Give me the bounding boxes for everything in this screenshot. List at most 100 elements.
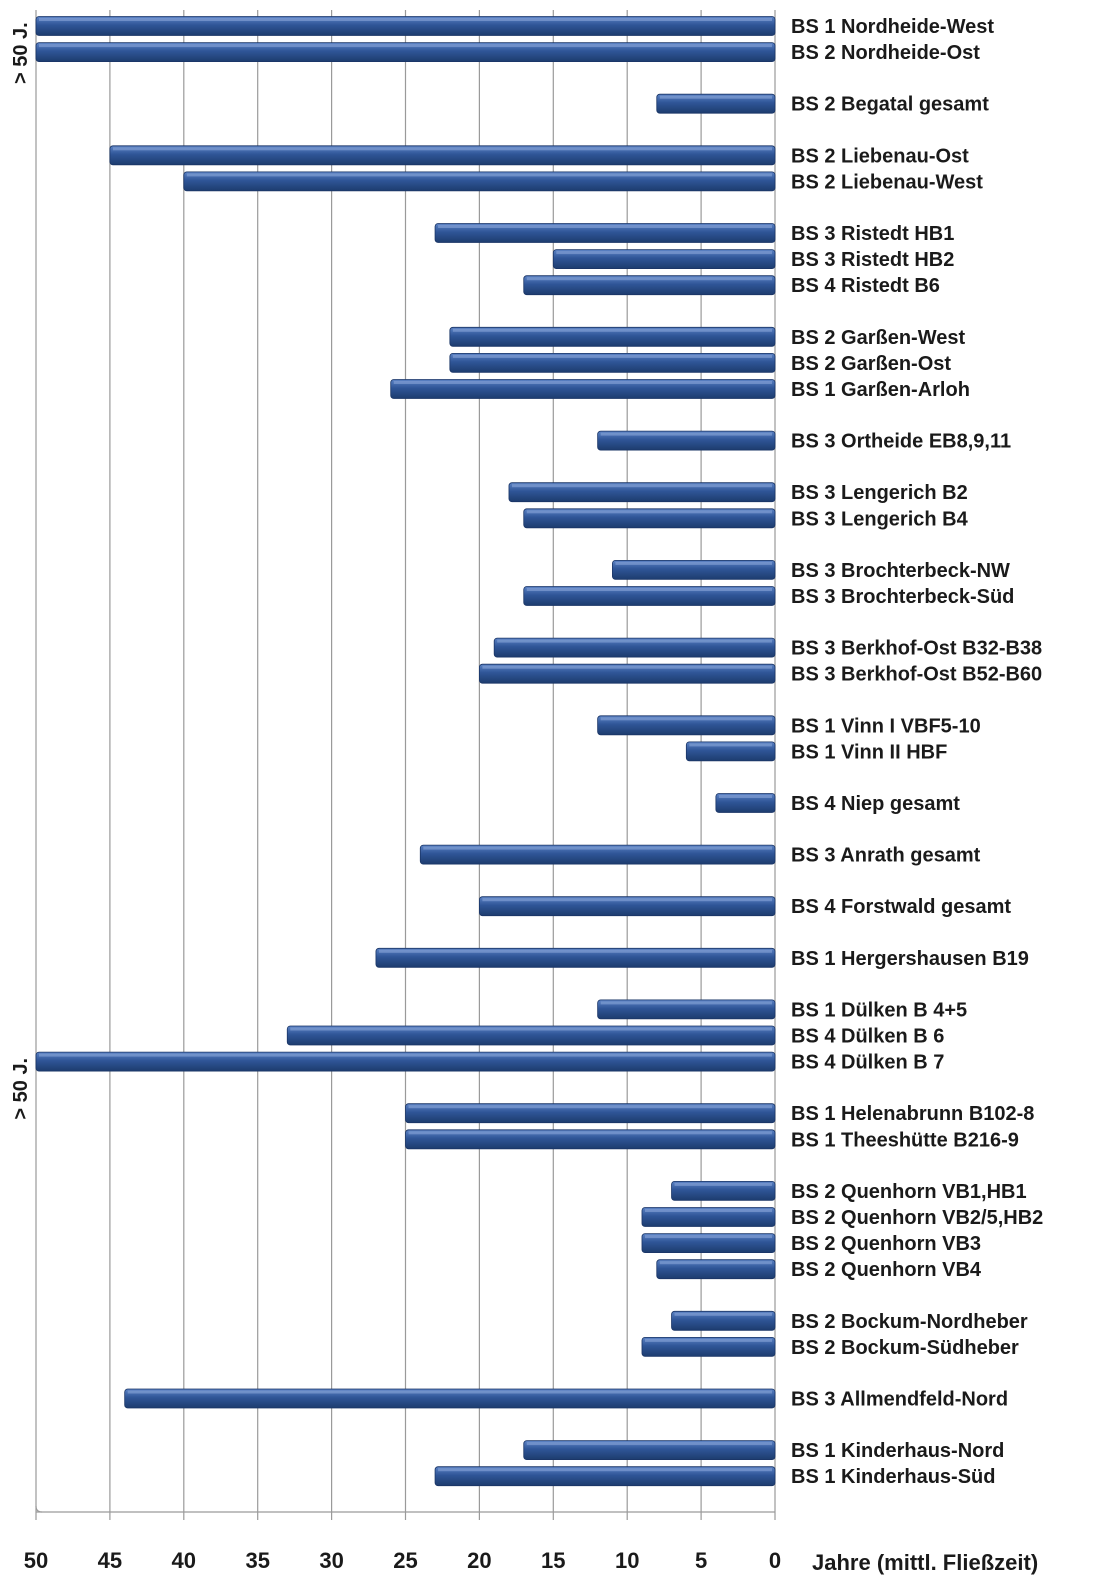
bar-rect <box>183 171 776 192</box>
bar <box>641 1207 776 1227</box>
category-label: BS 3 Ortheide EB8,9,11 <box>791 431 1011 453</box>
bar-rect <box>715 793 776 813</box>
category-label: BS 2 Bockum-Südheber <box>791 1337 1019 1359</box>
category-label: BS 1 Dülken B 4+5 <box>791 999 967 1021</box>
category-label: BS 2 Bockum-Nordheber <box>791 1311 1028 1333</box>
bar-rect <box>35 42 776 62</box>
bar-highlight <box>438 225 772 228</box>
category-label: BS 2 Quenhorn VB4 <box>791 1259 982 1281</box>
bar <box>641 1233 776 1253</box>
category-label: BS 1 Hergershausen B19 <box>791 948 1029 970</box>
bar-rect <box>449 326 776 347</box>
category-label: BS 2 Garßen-West <box>791 327 965 349</box>
bar-rect <box>597 999 776 1020</box>
bar-highlight <box>39 44 772 48</box>
category-label: BS 4 Dülken B 6 <box>791 1026 944 1048</box>
bar-rect <box>390 379 776 399</box>
category-label: BS 3 Brochterbeck-NW <box>791 560 1010 582</box>
label-layer: BS 1 Nordheide-West BS 2 Nordheide-Ost BS … <box>791 16 1043 1488</box>
tick-layer: 50 45 40 35 30 25 20 15 10 5 0 <box>24 1548 781 1573</box>
category-label: BS 2 Quenhorn VB1,HB1 <box>791 1181 1027 1203</box>
category-label: BS 3 Berkhof-Ost B32-B38 <box>791 638 1042 660</box>
category-label: BS 2 Quenhorn VB3 <box>791 1233 981 1255</box>
bar-highlight <box>408 1105 772 1109</box>
bar-rect <box>419 844 776 865</box>
bar-rect <box>552 249 776 270</box>
bar <box>375 947 776 968</box>
category-label: BS 3 Anrath gesamt <box>791 845 981 867</box>
bar-highlight <box>497 639 772 643</box>
x-tick-label: 40 <box>172 1548 196 1573</box>
bar <box>508 482 776 503</box>
bar-rect <box>109 145 776 166</box>
category-label: BS 2 Garßen-Ost <box>791 353 951 375</box>
bar-rect <box>597 715 776 736</box>
category-label: BS 4 Dülken B 7 <box>791 1052 944 1074</box>
bar-rect <box>434 223 776 243</box>
bar-highlight <box>556 251 772 255</box>
bar-rect <box>597 430 776 451</box>
bar <box>449 352 776 373</box>
bar-rect <box>523 508 776 529</box>
bar-rect <box>478 896 776 917</box>
category-label: BS 1 Vinn I VBF5-10 <box>791 715 981 737</box>
bar <box>641 1337 776 1357</box>
category-label: BS 2 Liebenau-Ost <box>791 145 969 167</box>
bar-rect <box>656 1259 776 1280</box>
bar-rect <box>523 586 776 606</box>
category-label: BS 4 Forstwald gesamt <box>791 896 1011 918</box>
bar <box>124 1388 776 1409</box>
bar-highlight <box>644 1338 772 1342</box>
bar-highlight <box>186 173 773 177</box>
x-axis-label: Jahre (mittl. Fließzeit) <box>812 1550 1038 1575</box>
bar-rect <box>35 16 776 36</box>
category-label: BS 1 Kinderhaus-Süd <box>791 1466 995 1488</box>
bar-rect <box>671 1181 776 1201</box>
category-label: BS 4 Niep gesamt <box>791 793 960 815</box>
bar-rect <box>641 1233 776 1253</box>
bar <box>449 326 776 347</box>
x-tick-label: 5 <box>695 1548 707 1573</box>
bar-rect <box>508 482 776 503</box>
category-label: BS 1 Helenabrunn B102-8 <box>791 1103 1034 1125</box>
x-tick-label: 0 <box>769 1548 781 1573</box>
category-label: BS 1 Kinderhaus-Nord <box>791 1440 1004 1462</box>
x-tick-label: 45 <box>98 1548 122 1573</box>
category-label: BS 3 Lengerich B4 <box>791 508 969 530</box>
bar <box>597 430 776 451</box>
category-label: BS 1 Nordheide-West <box>791 16 994 38</box>
bar-rect <box>523 275 776 296</box>
bar-highlight <box>644 1235 772 1239</box>
bar <box>597 715 776 736</box>
bar-highlight <box>674 1312 772 1316</box>
bar <box>478 663 776 684</box>
bar-highlight <box>526 1442 772 1446</box>
category-label: BS 3 Brochterbeck-Süd <box>791 586 1014 608</box>
bar <box>715 793 776 813</box>
category-label: BS 2 Quenhorn VB2/5,HB2 <box>791 1207 1043 1229</box>
bar-layer <box>35 16 776 1487</box>
bar <box>523 508 776 529</box>
bar-highlight <box>659 95 772 99</box>
x-tick-label: 25 <box>393 1548 417 1573</box>
bar-rect <box>405 1129 776 1150</box>
bar <box>286 1025 776 1046</box>
bar <box>183 171 776 192</box>
bar <box>419 844 776 865</box>
x-tick-label: 30 <box>319 1548 343 1573</box>
category-label: BS 2 Nordheide-Ost <box>791 42 980 64</box>
category-label: BS 1 Garßen-Arloh <box>791 379 970 401</box>
bar-highlight <box>526 588 772 591</box>
bar-rect <box>286 1025 776 1046</box>
bar <box>671 1310 776 1331</box>
axis-corner <box>35 1505 43 1513</box>
category-label: BS 4 Ristedt B6 <box>791 275 940 297</box>
bar-rect <box>124 1388 776 1409</box>
bar-highlight <box>408 1131 772 1135</box>
bar <box>390 379 776 399</box>
bar <box>612 560 776 580</box>
bar <box>552 249 776 270</box>
bar-highlight <box>615 561 772 565</box>
